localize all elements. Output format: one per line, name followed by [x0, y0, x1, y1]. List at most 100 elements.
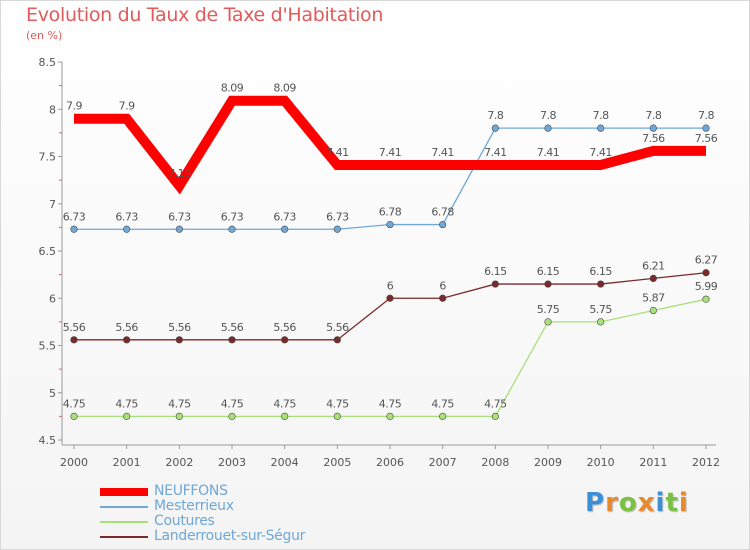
data-point	[597, 280, 605, 288]
data-label: 6.21	[642, 259, 665, 272]
x-tick-label: 2011	[639, 456, 667, 469]
x-tick-label: 2009	[534, 456, 562, 469]
data-label: 6.78	[379, 206, 402, 219]
legend-item-coutures: Coutures	[100, 514, 305, 529]
data-point	[70, 336, 78, 344]
data-label: 6	[387, 279, 394, 292]
data-point	[649, 274, 657, 283]
legend-item-mesterrieux: Mesterrieux	[100, 499, 305, 514]
data-label: 6.73	[273, 210, 296, 223]
x-tick-label: 2002	[165, 456, 193, 469]
data-label: 4.75	[431, 397, 454, 410]
x-tick-label: 2001	[113, 456, 141, 469]
legend-label-neuffons: NEUFFONS	[154, 483, 228, 499]
data-point	[439, 220, 447, 229]
legend-swatch-coutures	[100, 520, 148, 523]
data-label: 7.56	[642, 132, 665, 145]
data-label: 6.15	[589, 265, 612, 278]
data-label: 4.75	[273, 397, 296, 410]
chart-subtitle: (en %)	[26, 29, 63, 42]
data-point	[175, 336, 183, 344]
legend-label-coutures: Coutures	[154, 513, 215, 529]
data-point	[386, 294, 394, 302]
proxiti-logo: Proxiti	[585, 488, 689, 518]
legend-swatch-landerrouet	[100, 535, 148, 538]
x-tick-label: 2010	[587, 456, 615, 469]
data-label: 7.9	[66, 100, 82, 113]
data-label: 4.75	[221, 397, 244, 410]
y-tick-label: 5	[49, 387, 56, 400]
y-tick-label: 8.5	[39, 56, 57, 69]
data-point	[228, 336, 236, 344]
data-point	[544, 280, 552, 288]
data-label: 5.75	[589, 303, 612, 316]
x-tick-label: 2007	[429, 456, 457, 469]
data-label: 7.8	[487, 109, 503, 122]
data-point	[175, 225, 183, 233]
data-point	[333, 336, 341, 344]
data-point	[70, 225, 78, 233]
data-label: 7.8	[698, 109, 714, 122]
x-tick-label: 2005	[323, 456, 351, 469]
data-point	[123, 412, 131, 420]
x-tick-label: 2012	[692, 456, 720, 469]
y-tick-label: 7	[49, 198, 56, 211]
y-tick-label: 6.5	[39, 245, 57, 258]
y-tick-label: 7.5	[39, 151, 57, 164]
data-point	[386, 220, 394, 229]
data-label: 7.8	[540, 109, 556, 122]
data-label: 4.75	[326, 397, 349, 410]
data-label: 5.75	[537, 303, 560, 316]
data-label: 5.56	[63, 321, 86, 334]
data-point	[228, 225, 236, 233]
data-label: 6.27	[695, 254, 718, 267]
data-label: 7.41	[484, 146, 507, 159]
data-label: 4.75	[379, 397, 402, 410]
data-label: 5.56	[115, 321, 138, 334]
data-point	[597, 124, 605, 132]
data-point	[281, 225, 289, 233]
data-label: 4.75	[63, 397, 86, 410]
data-point	[491, 124, 499, 132]
data-point	[175, 412, 183, 420]
chart-legend: NEUFFONS Mesterrieux Coutures Landerroue…	[100, 484, 305, 544]
data-point	[702, 269, 710, 277]
data-point	[491, 412, 499, 420]
y-tick-label: 6	[49, 292, 56, 305]
data-point	[439, 412, 447, 420]
data-label: 5.56	[221, 321, 244, 334]
data-label: 5.56	[273, 321, 296, 334]
data-point	[439, 294, 447, 302]
data-point	[123, 225, 131, 233]
data-label: 7.41	[431, 146, 454, 159]
data-point	[281, 412, 289, 420]
x-tick-label: 2000	[60, 456, 88, 469]
legend-item-landerrouet: Landerrouet-sur-Ségur	[100, 529, 305, 544]
data-label: 6.73	[63, 210, 86, 223]
legend-label-mesterrieux: Mesterrieux	[154, 498, 234, 514]
data-label: 5.87	[642, 292, 665, 305]
data-point	[649, 306, 657, 315]
data-label: 4.75	[484, 397, 507, 410]
data-label: 5.56	[168, 321, 191, 334]
data-label: 6.73	[221, 210, 244, 223]
data-point	[281, 336, 289, 344]
data-point	[228, 412, 236, 420]
chart-title: Evolution du Taux de Taxe d'Habitation	[26, 4, 384, 26]
data-label: 8.09	[221, 82, 244, 95]
data-label: 6.73	[115, 210, 138, 223]
data-label: 7.8	[593, 109, 609, 122]
x-tick-label: 2003	[218, 456, 246, 469]
series-line-0	[74, 95, 706, 195]
y-tick-label: 4.5	[39, 434, 57, 447]
data-point	[544, 124, 552, 132]
data-label: 4.75	[115, 397, 138, 410]
x-tick-label: 2006	[376, 456, 404, 469]
data-point	[597, 318, 605, 326]
data-point	[386, 412, 394, 420]
data-label: 6.15	[537, 265, 560, 278]
data-point	[491, 280, 499, 288]
data-label: 6.73	[168, 210, 191, 223]
data-label: 5.56	[326, 321, 349, 334]
